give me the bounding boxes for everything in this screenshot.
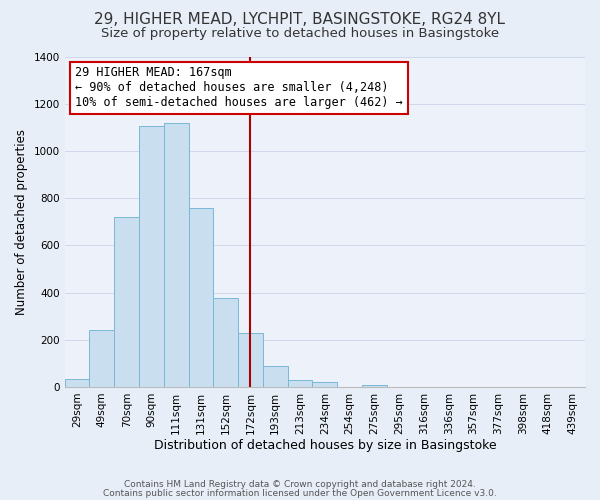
Text: Contains public sector information licensed under the Open Government Licence v3: Contains public sector information licen… — [103, 488, 497, 498]
Text: 29 HIGHER MEAD: 167sqm
← 90% of detached houses are smaller (4,248)
10% of semi-: 29 HIGHER MEAD: 167sqm ← 90% of detached… — [75, 66, 403, 110]
Bar — [188, 208, 214, 387]
Bar — [238, 333, 263, 387]
Bar — [114, 217, 139, 387]
Text: 29, HIGHER MEAD, LYCHPIT, BASINGSTOKE, RG24 8YL: 29, HIGHER MEAD, LYCHPIT, BASINGSTOKE, R… — [95, 12, 505, 28]
Bar — [263, 366, 287, 387]
Bar — [164, 122, 188, 387]
Bar — [313, 382, 337, 387]
Text: Contains HM Land Registry data © Crown copyright and database right 2024.: Contains HM Land Registry data © Crown c… — [124, 480, 476, 489]
Text: Size of property relative to detached houses in Basingstoke: Size of property relative to detached ho… — [101, 28, 499, 40]
X-axis label: Distribution of detached houses by size in Basingstoke: Distribution of detached houses by size … — [154, 440, 496, 452]
Y-axis label: Number of detached properties: Number of detached properties — [15, 128, 28, 314]
Bar — [65, 378, 89, 387]
Bar — [89, 330, 114, 387]
Bar — [287, 380, 313, 387]
Bar — [139, 126, 164, 387]
Bar — [362, 384, 387, 387]
Bar — [214, 298, 238, 387]
